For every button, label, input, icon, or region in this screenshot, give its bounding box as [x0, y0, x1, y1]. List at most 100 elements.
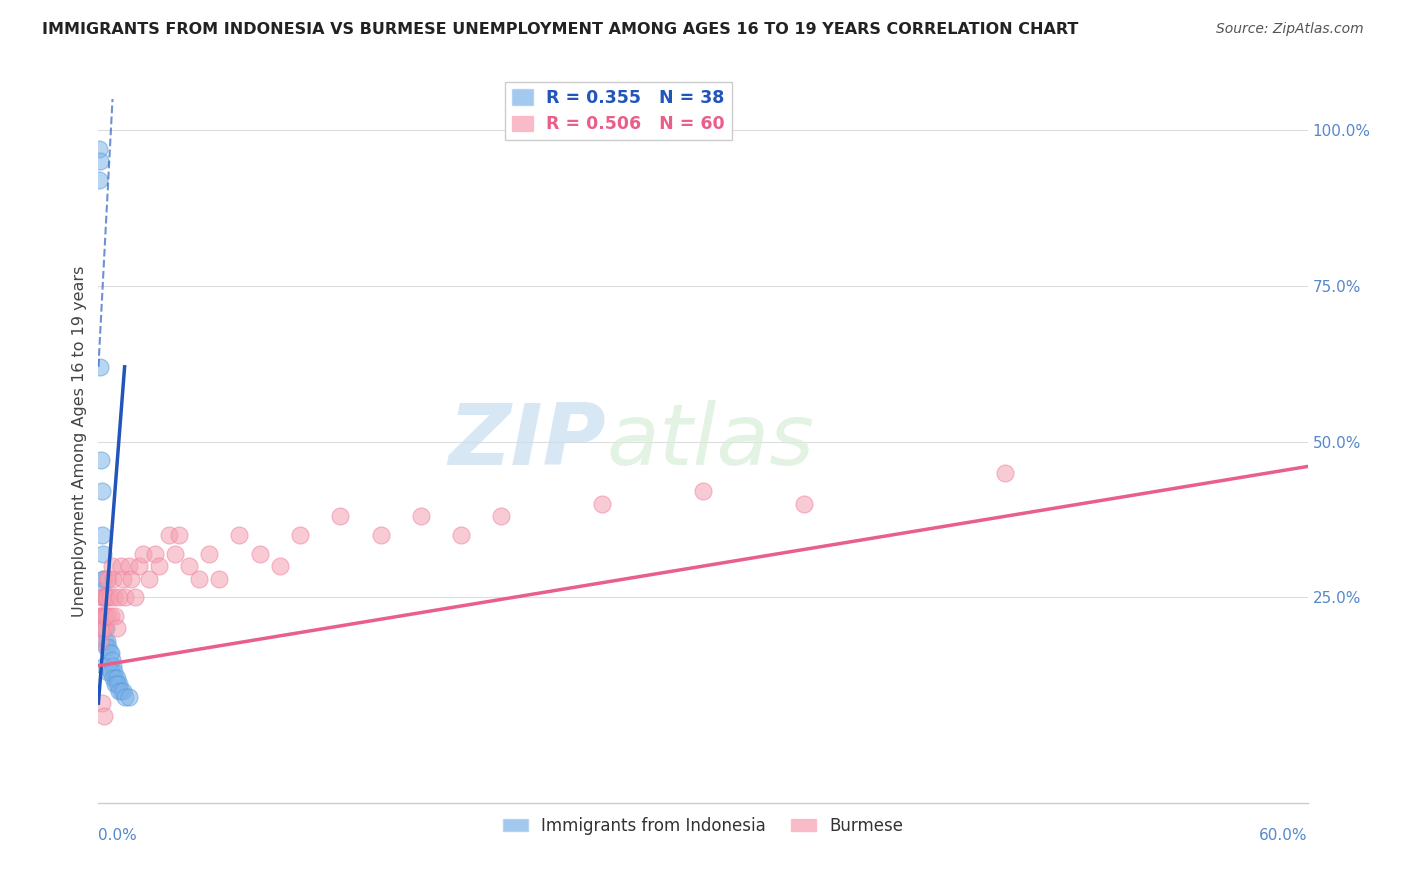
Point [288, 528, 311, 542]
Point [124, 591, 146, 605]
Point [89, 359, 111, 374]
Point [94, 633, 117, 648]
Point [94, 591, 117, 605]
Point [91, 621, 114, 635]
Point [98, 646, 121, 660]
Point [93, 708, 115, 723]
Point [91, 609, 114, 624]
Point [114, 690, 136, 704]
Point [114, 591, 136, 605]
Point [100, 559, 122, 574]
Point [89, 154, 111, 169]
Point [105, 677, 128, 691]
Point [94, 591, 117, 605]
Point [93, 591, 115, 605]
Point [107, 677, 129, 691]
Point [89, 621, 111, 635]
Point [103, 671, 125, 685]
Point [91, 621, 114, 635]
Point [97, 640, 120, 654]
Point [179, 559, 201, 574]
Point [188, 572, 211, 586]
Point [96, 640, 118, 654]
Point [491, 509, 513, 524]
Point [100, 646, 122, 660]
Point [96, 621, 118, 635]
Text: 60.0%: 60.0% [1260, 828, 1308, 843]
Point [101, 572, 124, 586]
Point [163, 547, 186, 561]
Y-axis label: Unemployment Among Ages 16 to 19 years: Unemployment Among Ages 16 to 19 years [72, 266, 87, 617]
Point [249, 547, 271, 561]
Point [118, 559, 141, 574]
Text: ZIP: ZIP [449, 400, 606, 483]
Point [329, 509, 352, 524]
Point [110, 559, 132, 574]
Point [269, 559, 291, 574]
Point [591, 497, 613, 511]
Point [100, 665, 122, 679]
Point [105, 671, 128, 685]
Point [132, 547, 155, 561]
Point [143, 547, 166, 561]
Point [138, 572, 160, 586]
Point [120, 572, 142, 586]
Point [90, 609, 112, 624]
Point [692, 484, 714, 499]
Point [89, 633, 111, 648]
Point [96, 609, 118, 624]
Point [89, 142, 111, 156]
Legend: Immigrants from Indonesia, Burmese: Immigrants from Indonesia, Burmese [496, 810, 910, 841]
Point [994, 466, 1017, 480]
Point [91, 484, 114, 499]
Text: 0.0%: 0.0% [98, 828, 138, 843]
Point [97, 609, 120, 624]
Point [91, 696, 114, 710]
Point [111, 683, 134, 698]
Point [96, 633, 118, 648]
Point [91, 528, 114, 542]
Point [128, 559, 150, 574]
Point [89, 173, 111, 187]
Point [93, 609, 115, 624]
Point [107, 591, 129, 605]
Point [94, 621, 117, 635]
Point [793, 497, 815, 511]
Point [100, 609, 122, 624]
Point [94, 609, 117, 624]
Point [228, 528, 250, 542]
Point [101, 671, 124, 685]
Point [107, 683, 129, 698]
Point [96, 591, 118, 605]
Point [148, 559, 170, 574]
Point [208, 572, 231, 586]
Point [98, 591, 121, 605]
Point [96, 572, 118, 586]
Point [100, 652, 122, 666]
Point [103, 665, 125, 679]
Point [370, 528, 392, 542]
Point [110, 683, 132, 698]
Text: Source: ZipAtlas.com: Source: ZipAtlas.com [1216, 22, 1364, 37]
Point [90, 591, 112, 605]
Point [103, 591, 125, 605]
Text: IMMIGRANTS FROM INDONESIA VS BURMESE UNEMPLOYMENT AMONG AGES 16 TO 19 YEARS CORR: IMMIGRANTS FROM INDONESIA VS BURMESE UNE… [42, 22, 1078, 37]
Point [97, 572, 120, 586]
Point [93, 609, 115, 624]
Point [93, 658, 115, 673]
Point [97, 665, 120, 679]
Point [157, 528, 180, 542]
Point [103, 677, 125, 691]
Point [90, 453, 112, 467]
Point [198, 547, 221, 561]
Point [93, 621, 115, 635]
Point [167, 528, 190, 542]
Point [101, 658, 124, 673]
Point [91, 584, 114, 599]
Point [111, 572, 134, 586]
Text: atlas: atlas [606, 400, 814, 483]
Point [93, 572, 115, 586]
Point [93, 572, 115, 586]
Point [450, 528, 472, 542]
Point [105, 621, 128, 635]
